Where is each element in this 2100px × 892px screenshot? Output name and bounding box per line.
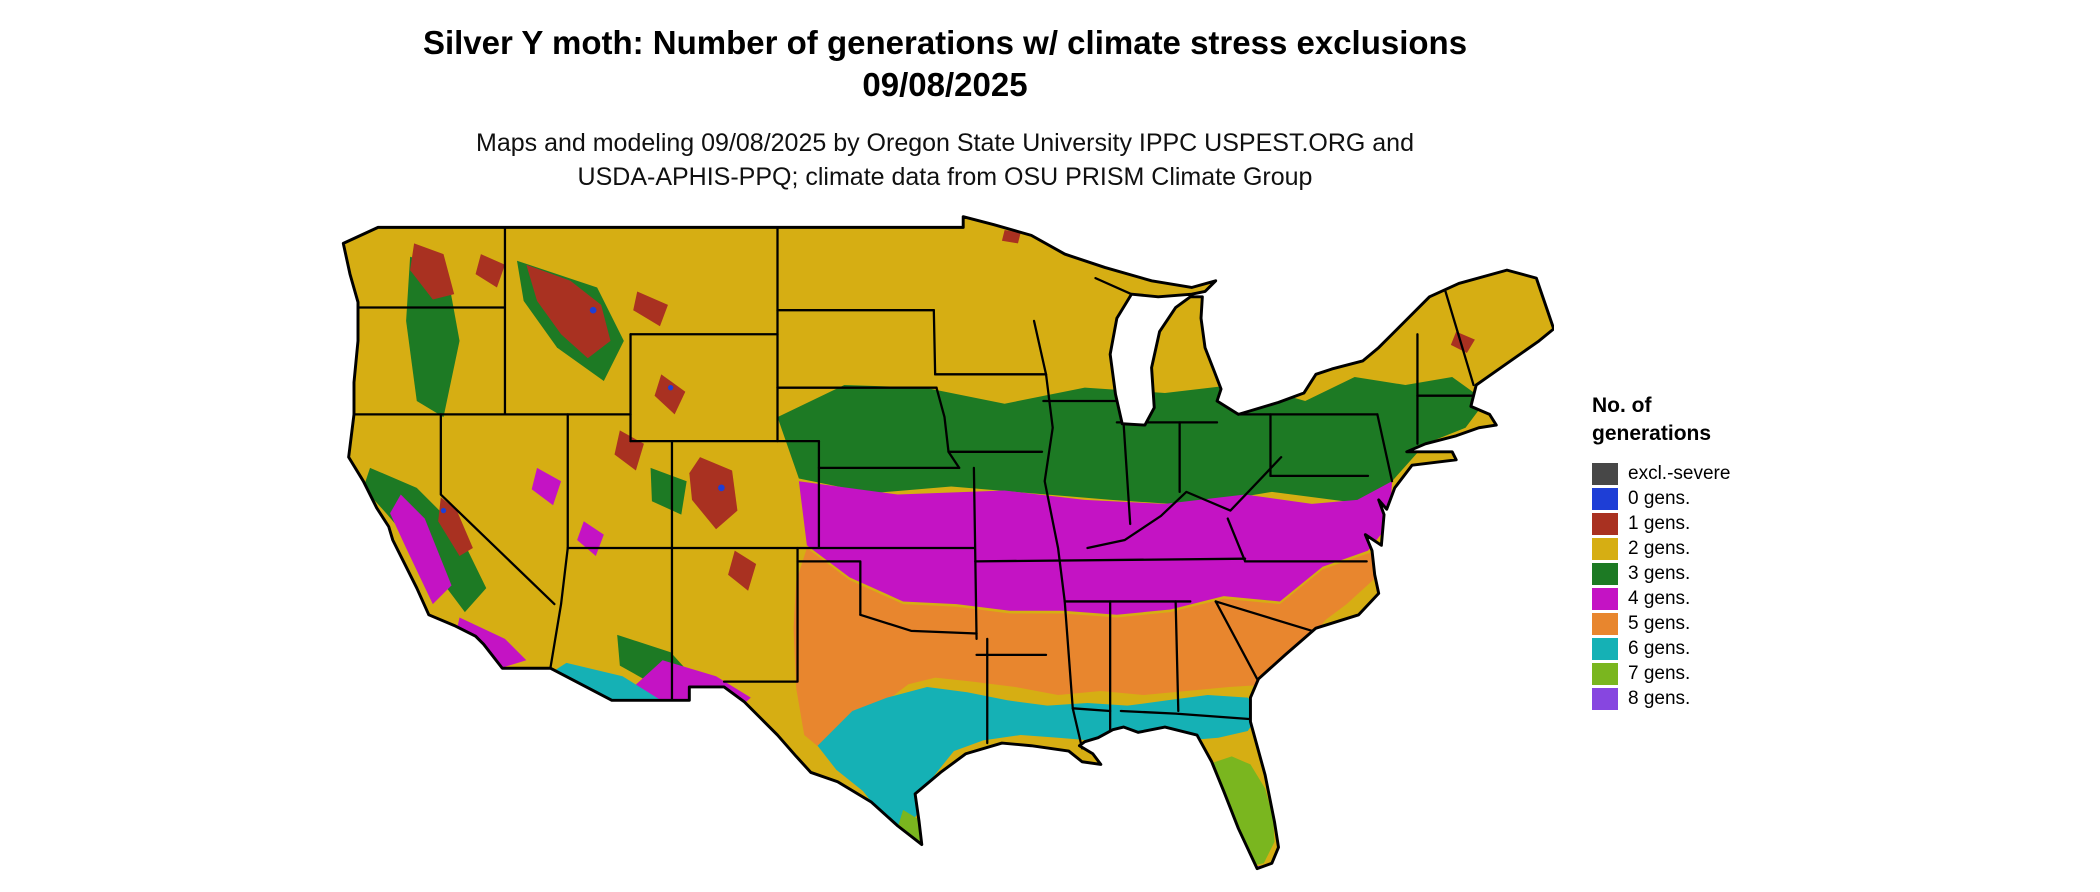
zone-1-gens: [410, 230, 1475, 591]
legend-item: 6 gens.: [1592, 636, 1892, 661]
legend-label: 0 gens.: [1628, 487, 1691, 509]
us-generations-map: [335, 214, 1554, 882]
legend-label: 6 gens.: [1628, 637, 1691, 659]
header: Silver Y moth: Number of generations w/ …: [0, 22, 1890, 194]
legend-swatch-1-gens: [1592, 512, 1618, 535]
us-map-svg: [341, 215, 1554, 871]
legend-swatch-6-gens: [1592, 637, 1618, 660]
legend-swatch-3-gens: [1592, 562, 1618, 585]
zone-0-gens: [440, 306, 725, 514]
legend-label: 4 gens.: [1628, 587, 1691, 609]
legend-label: 8 gens.: [1628, 687, 1691, 709]
legend-swatch-2-gens: [1592, 537, 1618, 560]
legend-swatch-excl-severe: [1592, 462, 1618, 485]
zone-7-gens: [897, 756, 1275, 866]
legend-swatch-7-gens: [1592, 662, 1618, 685]
legend-item: 4 gens.: [1592, 586, 1892, 611]
map-title-date: 09/08/2025: [862, 66, 1028, 103]
us-outline: [341, 215, 1554, 871]
legend-item: 1 gens.: [1592, 511, 1892, 536]
legend-title-line1: No. of: [1592, 394, 1652, 417]
legend-swatch-0-gens: [1592, 487, 1618, 510]
legend-label: 5 gens.: [1628, 612, 1691, 634]
state-borders: [354, 226, 1475, 750]
legend-label: excl.-severe: [1628, 462, 1731, 484]
legend-title-line2: generations: [1592, 422, 1712, 445]
legend-title: No. of generations: [1592, 392, 1892, 448]
legend-label: 1 gens.: [1628, 512, 1691, 534]
legend-swatch-8-gens: [1592, 687, 1618, 710]
legend-item: 3 gens.: [1592, 561, 1892, 586]
legend-label: 7 gens.: [1628, 662, 1691, 684]
legend-item: excl.-severe: [1592, 461, 1892, 486]
legend-item: 5 gens.: [1592, 611, 1892, 636]
legend-swatch-5-gens: [1592, 612, 1618, 635]
map-subtitle-line2: USDA-APHIS-PPQ; climate data from OSU PR…: [577, 163, 1313, 191]
map-title-line1: Silver Y moth: Number of generations w/ …: [422, 24, 1468, 61]
legend: No. of generations excl.-severe 0 gens. …: [1592, 392, 1892, 711]
legend-item: 7 gens.: [1592, 661, 1892, 686]
zone-5-gens: [793, 548, 1385, 749]
legend-items: excl.-severe 0 gens. 1 gens. 2 gens. 3 g…: [1592, 461, 1892, 711]
legend-label: 3 gens.: [1628, 562, 1691, 584]
legend-item: 0 gens.: [1592, 486, 1892, 511]
map-subtitle: Maps and modeling 09/08/2025 by Oregon S…: [0, 126, 1890, 194]
legend-item: 8 gens.: [1592, 686, 1892, 711]
zone-8-gens: [1245, 864, 1275, 869]
legend-label: 2 gens.: [1628, 537, 1691, 559]
map-subtitle-line1: Maps and modeling 09/08/2025 by Oregon S…: [476, 129, 1414, 157]
legend-item: 2 gens.: [1592, 536, 1892, 561]
legend-swatch-4-gens: [1592, 587, 1618, 610]
